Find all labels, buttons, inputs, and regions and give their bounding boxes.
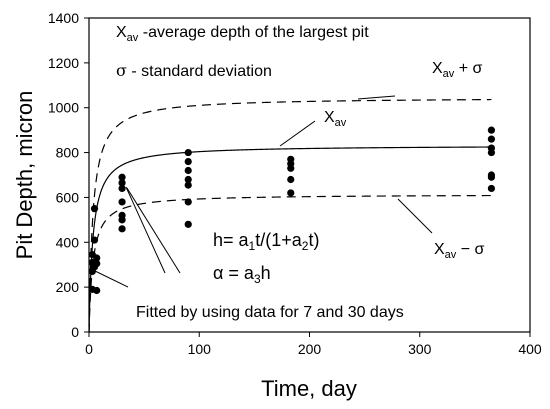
x-axis-title: Time, day [261, 376, 357, 401]
data-point [287, 189, 295, 197]
y-tick-label: 200 [56, 279, 80, 295]
leader-average [279, 120, 316, 147]
data-point [287, 175, 295, 184]
leader-formula-2 [126, 187, 181, 274]
data-point [184, 220, 192, 228]
data-point [118, 173, 126, 181]
data-point [90, 205, 99, 213]
leader-fitted-note [92, 269, 129, 288]
x-tick-label: 0 [85, 341, 93, 357]
fit-curve-2 [89, 194, 492, 332]
lower-sigma-label: Xav − σ [434, 241, 485, 261]
y-tick-label: 0 [71, 324, 79, 340]
data-point [93, 254, 101, 262]
data-point [487, 171, 496, 179]
y-tick-label: 1400 [48, 10, 79, 26]
leader-upper-sigma [357, 95, 396, 100]
upper-sigma-label: Xav + σ [432, 60, 483, 80]
axis-ticks: 0 100 200 300 400 0 200 400 600 800 1000 1200 1400 [48, 10, 542, 357]
fitted-curves [89, 98, 492, 332]
fit-formula-h: h= a1t/(1+a2t) [213, 230, 319, 253]
data-point [184, 181, 192, 189]
data-point [90, 236, 99, 244]
y-tick-label: 1200 [48, 55, 79, 71]
data-point [184, 198, 192, 206]
data-point [118, 211, 126, 219]
data-point [184, 166, 192, 175]
average-label: Xav [324, 109, 347, 129]
data-point [287, 155, 295, 163]
data-point [118, 225, 126, 233]
data-point [487, 135, 496, 143]
fit-curve-0 [89, 146, 492, 332]
y-tick-label: 600 [56, 189, 80, 205]
y-tick-label: 400 [56, 234, 80, 250]
x-tick-label: 200 [298, 341, 322, 357]
sigma-definition: σ - standard deviation [116, 61, 272, 80]
data-point [118, 198, 126, 206]
data-point [184, 148, 192, 157]
y-tick-label: 800 [56, 145, 80, 161]
data-point [118, 184, 126, 193]
data-point [93, 259, 101, 268]
leader-formula-1 [125, 186, 166, 274]
fit-curve-1 [89, 98, 492, 332]
y-axis-title: Pit Depth, micron [12, 91, 37, 260]
fit-formula-alpha: α = a3h [213, 263, 271, 286]
data-point [184, 157, 192, 166]
y-tick-label: 1000 [48, 100, 79, 116]
data-points [88, 126, 496, 295]
data-point [184, 175, 192, 184]
data-point [118, 179, 126, 187]
data-point [487, 144, 496, 152]
x-tick-label: 400 [518, 341, 542, 357]
data-point [93, 286, 101, 295]
data-point [487, 184, 496, 193]
x-tick-label: 300 [408, 341, 432, 357]
fitted-note: Fitted by using data for 7 and 30 days [136, 304, 404, 321]
data-point [487, 126, 496, 134]
xav-definition: Xav -average depth of the largest pit [116, 24, 369, 44]
x-tick-label: 100 [188, 341, 212, 357]
leader-lower-sigma [397, 198, 433, 234]
